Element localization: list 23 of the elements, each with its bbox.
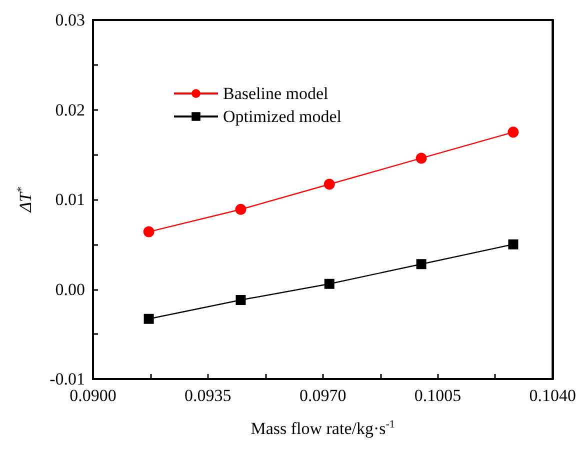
legend-label: Baseline model <box>223 84 329 103</box>
y-tick-label: -0.01 <box>50 370 85 388</box>
y-tick-label: 0.00 <box>55 280 85 299</box>
x-tick-label: 0.0935 <box>184 386 232 405</box>
point <box>508 239 518 250</box>
y-axis-title: ΔT* <box>16 186 35 213</box>
y-tick-label: 0.01 <box>55 190 85 209</box>
x-tick-label: 0.1040 <box>529 386 576 405</box>
point <box>416 259 426 270</box>
point <box>324 278 334 289</box>
point <box>144 314 154 324</box>
point <box>235 204 246 215</box>
x-tick-label: 0.0970 <box>299 386 346 405</box>
y-tick-label: 0.03 <box>55 10 85 30</box>
point <box>324 178 335 190</box>
point <box>508 126 519 138</box>
point <box>143 226 154 238</box>
point <box>416 152 427 164</box>
point <box>236 295 246 306</box>
y-tick-label: 0.02 <box>55 100 85 120</box>
x-tick-label: 0.0900 <box>70 386 116 405</box>
x-tick-label: 0.1005 <box>414 386 462 405</box>
legend-label: Optimized model <box>223 107 342 126</box>
